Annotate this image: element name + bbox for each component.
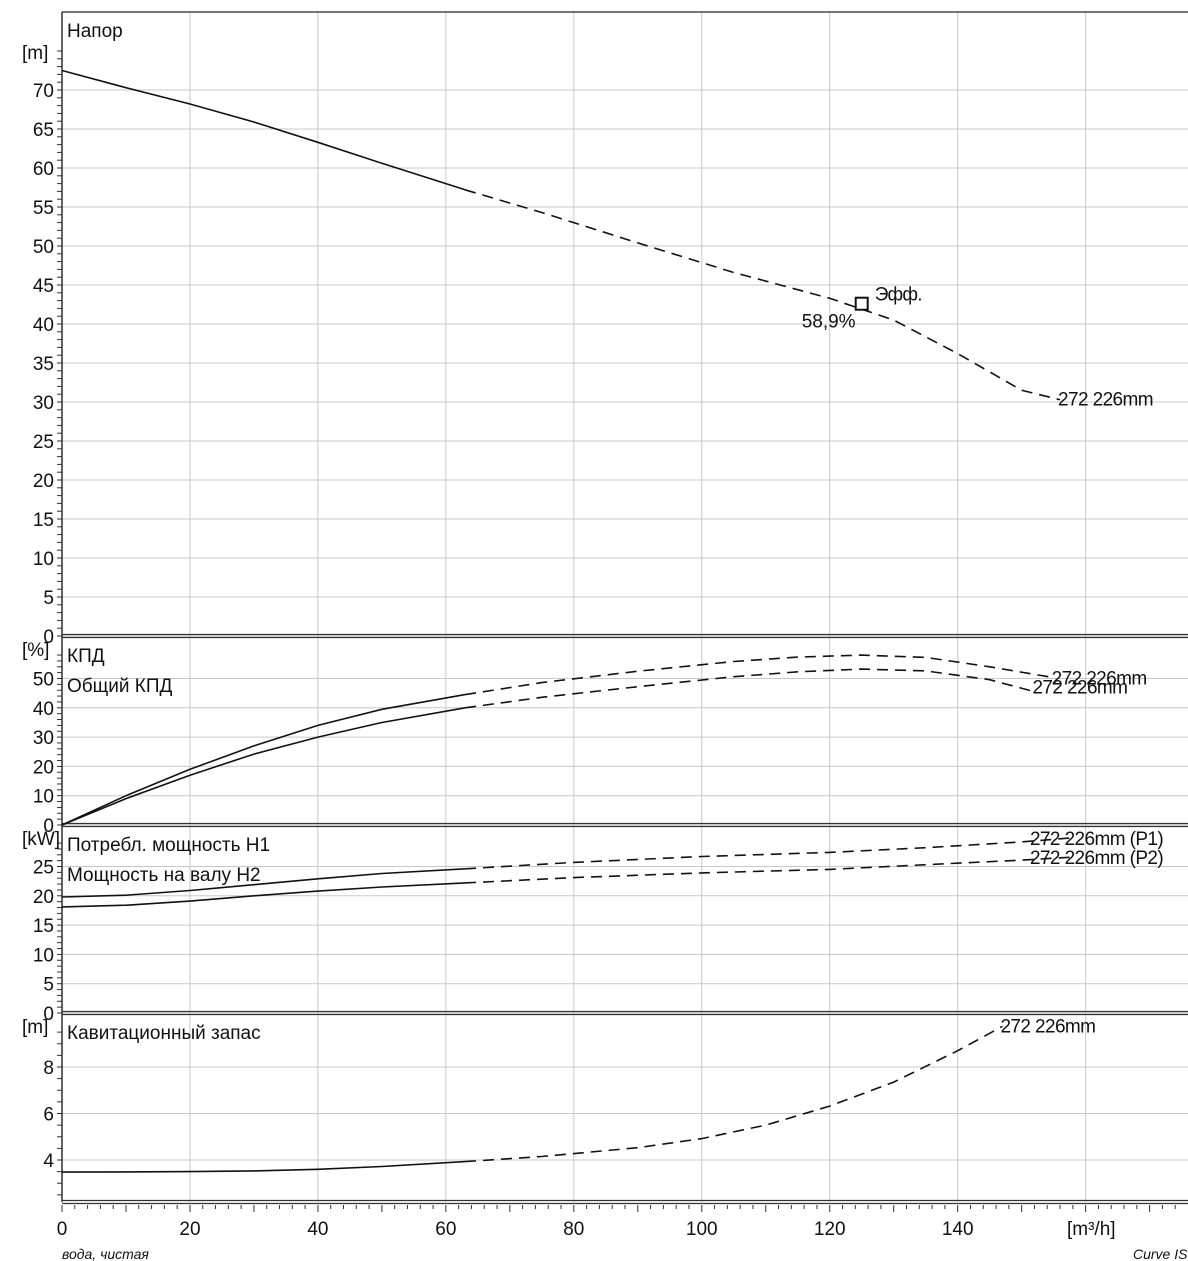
head-y-tick-label: 40 — [33, 315, 54, 336]
npsh-panel-title: Кавитационный запас — [67, 1023, 261, 1044]
efficiency-panel-title: КПД — [67, 646, 105, 667]
efficiency-y-tick-label: 30 — [33, 728, 54, 749]
power-y-tick-label: 20 — [33, 887, 54, 908]
best-efficiency-label: Эфф. — [875, 285, 922, 306]
power-series-1-extrapolated-line — [465, 856, 1073, 884]
power-series-label: 272 226mm (P1) — [1030, 829, 1163, 850]
x-tick-label: 80 — [563, 1219, 584, 1240]
best-efficiency-marker — [854, 296, 869, 311]
npsh-series-label: 272 226mm — [1000, 1016, 1095, 1037]
efficiency-panel-title: Общий КПД — [67, 676, 173, 697]
head-y-tick-label: 25 — [33, 432, 54, 453]
head-y-tick-label: 15 — [33, 510, 54, 531]
footer-right-note: Curve IS — [1133, 1246, 1188, 1261]
efficiency-series-1-measured-line — [61, 707, 466, 826]
head-y-tick-label: 70 — [33, 81, 54, 102]
efficiency-series-0-extrapolated-line — [464, 654, 1054, 696]
power-y-tick-label: 15 — [33, 916, 54, 937]
label-layer: вода, чистая Curve IS 051015202530354045… — [22, 21, 1188, 1261]
efficiency-series-label: 272 226mm — [1032, 678, 1127, 699]
x-tick-label: 0 — [57, 1219, 68, 1240]
head-y-tick-label: 45 — [33, 276, 54, 297]
head-y-tick-label: 50 — [33, 237, 54, 258]
head-y-tick-label: 30 — [33, 393, 54, 414]
efficiency-series-0-measured-line — [61, 693, 466, 826]
efficiency-series-1-extrapolated-line — [464, 668, 1035, 709]
x-tick-label: 100 — [686, 1219, 718, 1240]
x-tick-label: 60 — [435, 1219, 456, 1240]
head-series-0-measured-line — [61, 69, 466, 191]
efficiency-y-tick-label: 40 — [33, 699, 54, 720]
npsh-y-tick-label: 8 — [43, 1058, 54, 1079]
npsh-y-tick-label: 4 — [43, 1151, 54, 1172]
power-series-label: 272 226mm (P2) — [1030, 848, 1163, 869]
power-y-tick-label: 25 — [33, 858, 54, 879]
head-panel-title: Напор — [67, 21, 123, 42]
best-efficiency-value: 58,9% — [802, 312, 856, 333]
power-series-0-extrapolated-line — [465, 837, 1073, 870]
x-tick-label: 120 — [814, 1219, 846, 1240]
power-panel-title: Мощность на валу H2 — [67, 865, 261, 886]
power-series-1-measured-line — [61, 882, 466, 908]
efficiency-unit-label: [%] — [22, 640, 49, 661]
head-series-label: 272 226mm — [1058, 390, 1153, 411]
curve-layer — [61, 69, 1073, 1173]
frame-layer — [57, 11, 1188, 1212]
npsh-y-tick-label: 6 — [43, 1105, 54, 1126]
power-panel-title: Потребл. мощность H1 — [67, 835, 270, 856]
head-y-tick-label: 65 — [33, 120, 54, 141]
x-tick-label: 20 — [179, 1219, 200, 1240]
efficiency-y-tick-label: 20 — [33, 757, 54, 778]
npsh-series-0-extrapolated-line — [465, 1025, 1003, 1163]
grid-layer — [62, 12, 1188, 1202]
head-y-tick-label: 20 — [33, 471, 54, 492]
power-y-tick-label: 0 — [43, 1004, 54, 1025]
head-y-tick-label: 5 — [43, 588, 54, 609]
npsh-unit-label: [m] — [22, 1017, 48, 1038]
head-y-tick-label: 0 — [43, 627, 54, 648]
head-unit-label: [m] — [22, 43, 48, 64]
power-series-0-measured-line — [61, 868, 466, 898]
power-y-tick-label: 5 — [43, 975, 54, 996]
npsh-series-0-measured-line — [61, 1160, 466, 1173]
x-axis-unit-label: [m³/h] — [1067, 1219, 1116, 1240]
head-y-tick-label: 35 — [33, 354, 54, 375]
efficiency-y-tick-label: 50 — [33, 670, 54, 691]
efficiency-y-tick-label: 10 — [33, 787, 54, 808]
x-tick-label: 140 — [942, 1219, 974, 1240]
x-tick-label: 40 — [307, 1219, 328, 1240]
power-y-tick-label: 10 — [33, 945, 54, 966]
head-y-tick-label: 10 — [33, 549, 54, 570]
head-series-0-extrapolated-line — [464, 189, 1061, 401]
power-unit-label: [kW] — [22, 829, 60, 850]
head-y-tick-label: 55 — [33, 198, 54, 219]
head-y-tick-label: 60 — [33, 159, 54, 180]
efficiency-series-label: 272 226mm — [1052, 669, 1147, 690]
footer-left-note: вода, чистая — [62, 1246, 149, 1261]
efficiency-y-tick-label: 0 — [43, 816, 54, 837]
